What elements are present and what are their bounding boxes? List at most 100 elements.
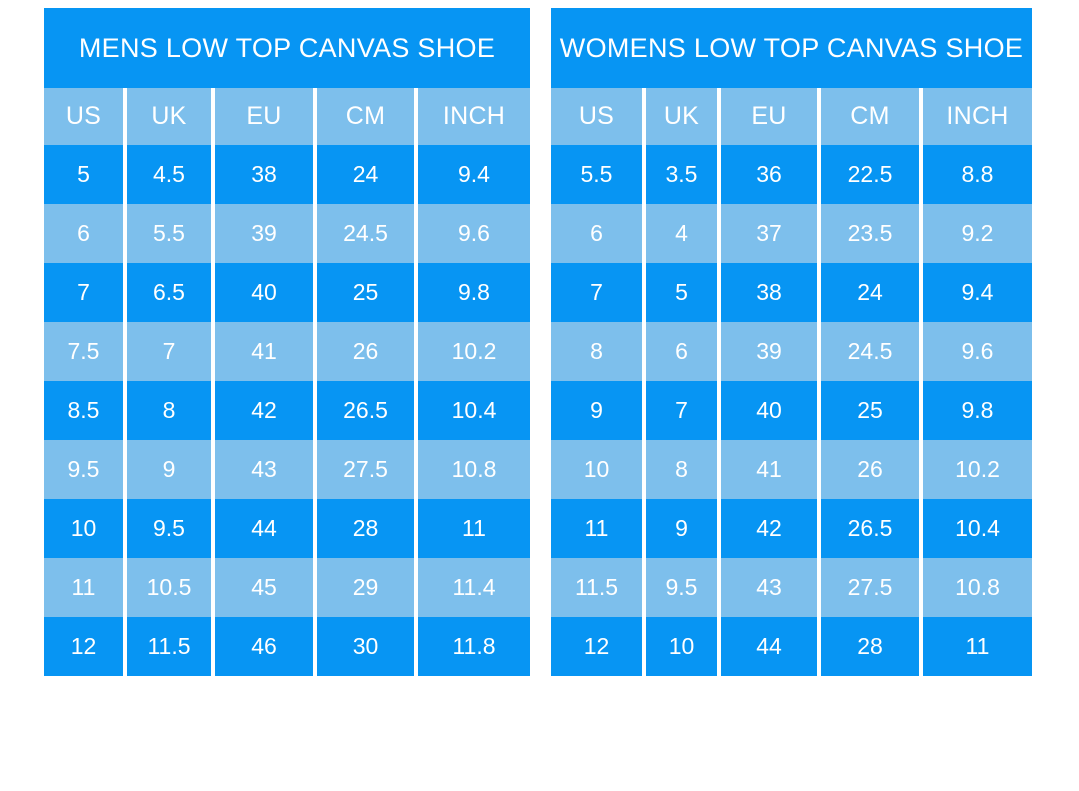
table-cell: 9 [127,440,215,499]
table-cell: 24.5 [821,322,923,381]
table-cell: 23.5 [821,204,923,263]
column-header-inch: INCH [946,102,1009,130]
table-cell: 38 [721,263,821,322]
table-cell: 12 [551,617,646,676]
table-cell: 10.8 [451,456,497,482]
table-cell: 11 [462,515,486,541]
table-cell: 5 [646,263,721,322]
table-cell: 8 [551,322,646,381]
womens-size-chart-table: WOMENS LOW TOP CANVAS SHOE US UK EU CM INCH … [551,8,1032,676]
table-cell: 11.5 [551,558,646,617]
mens-table-header-row: US UK EU CM INCH [44,88,530,145]
table-cell: 24 [317,145,418,204]
table-cell: 42 [721,499,821,558]
table-cell: 9.4 [458,161,490,187]
table-cell: 7 [646,381,721,440]
table-cell: 8.5 [44,381,127,440]
table-cell: 28 [821,617,923,676]
table-cell: 43 [721,558,821,617]
table-cell: 9 [551,381,646,440]
table-row: 11 10.5 45 29 11.4 [44,558,530,617]
womens-table-title: WOMENS LOW TOP CANVAS SHOE [551,8,1032,88]
table-cell: 40 [721,381,821,440]
table-row: 8.5 8 42 26.5 10.4 [44,381,530,440]
table-cell: 9.5 [646,558,721,617]
table-row: 9.5 9 43 27.5 10.8 [44,440,530,499]
table-cell: 9.8 [458,279,490,305]
table-cell: 36 [721,145,821,204]
table-cell: 43 [215,440,317,499]
table-cell: 42 [215,381,317,440]
table-cell: 7 [127,322,215,381]
table-cell: 46 [215,617,317,676]
table-cell: 7.5 [44,322,127,381]
table-cell: 11.5 [127,617,215,676]
table-cell: 6.5 [127,263,215,322]
table-cell: 41 [721,440,821,499]
table-cell: 10.8 [955,574,1000,600]
mens-table-body: 5 4.5 38 24 9.4 6 5.5 39 24.5 9.6 7 6.5 40 25 9.8 7.5 7 4… [44,145,530,676]
column-header-cm: CM [821,88,923,145]
table-cell: 3.5 [646,145,721,204]
table-cell: 26.5 [821,499,923,558]
column-header-cm: CM [317,88,418,145]
table-cell: 24 [821,263,923,322]
table-cell: 40 [215,263,317,322]
table-cell: 45 [215,558,317,617]
table-cell: 11.4 [452,574,496,600]
table-cell: 11 [44,558,127,617]
table-cell: 37 [721,204,821,263]
table-row: 6 5.5 39 24.5 9.6 [44,204,530,263]
table-cell: 27.5 [821,558,923,617]
column-header-us: US [44,88,127,145]
column-header-eu: EU [215,88,317,145]
womens-table-header-row: US UK EU CM INCH [551,88,1032,145]
table-cell: 9 [646,499,721,558]
table-cell: 6 [646,322,721,381]
column-header-eu: EU [721,88,821,145]
table-cell: 10.2 [451,338,497,364]
table-cell: 9.6 [961,338,994,364]
column-header-us: US [551,88,646,145]
table-cell: 11.8 [452,633,496,659]
table-row: 7.5 7 41 26 10.2 [44,322,530,381]
table-cell: 22.5 [821,145,923,204]
table-cell: 5.5 [127,204,215,263]
table-cell: 4.5 [127,145,215,204]
table-row: 11 9 42 26.5 10.4 [551,499,1032,558]
table-row: 9 7 40 25 9.8 [551,381,1032,440]
column-header-uk: UK [127,88,215,145]
table-cell: 10.2 [955,456,1000,482]
table-cell: 11 [551,499,646,558]
table-cell: 10.4 [451,397,497,423]
table-cell: 26 [317,322,418,381]
table-row: 5 4.5 38 24 9.4 [44,145,530,204]
table-cell: 5 [44,145,127,204]
table-row: 5.5 3.5 36 22.5 8.8 [551,145,1032,204]
table-cell: 7 [44,263,127,322]
table-cell: 10.5 [127,558,215,617]
table-cell: 8.8 [961,161,994,187]
table-cell: 30 [317,617,418,676]
table-cell: 9.2 [961,220,994,246]
table-row: 6 4 37 23.5 9.2 [551,204,1032,263]
table-row: 12 11.5 46 30 11.8 [44,617,530,676]
table-row: 12 10 44 28 11 [551,617,1032,676]
table-cell: 26 [821,440,923,499]
table-row: 7 5 38 24 9.4 [551,263,1032,322]
table-cell: 38 [215,145,317,204]
table-cell: 10 [646,617,721,676]
table-cell: 28 [317,499,418,558]
table-cell: 25 [317,263,418,322]
table-cell: 9.6 [458,220,490,246]
table-cell: 10.4 [955,515,1000,541]
table-cell: 7 [551,263,646,322]
table-cell: 11 [965,633,990,659]
table-cell: 10 [44,499,127,558]
table-cell: 29 [317,558,418,617]
table-cell: 25 [821,381,923,440]
table-cell: 8 [127,381,215,440]
table-cell: 12 [44,617,127,676]
